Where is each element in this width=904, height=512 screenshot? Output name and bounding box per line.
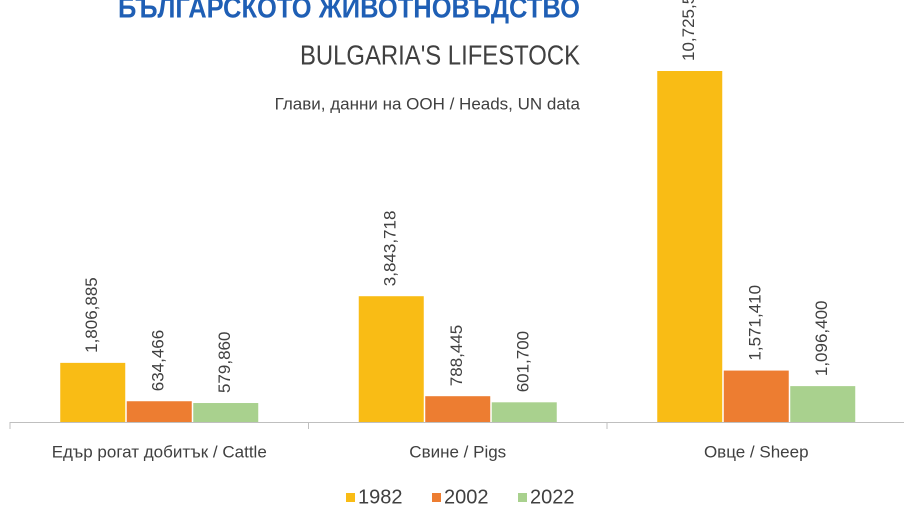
value-label: 10,725,518 <box>679 0 698 61</box>
x-tick-label: Овце / Sheep <box>704 442 809 461</box>
value-label: 579,860 <box>215 332 234 393</box>
bar <box>657 71 723 422</box>
legend-label: 2002 <box>444 486 489 508</box>
legend-swatch <box>518 493 527 502</box>
bar <box>790 386 856 422</box>
bar <box>723 370 789 422</box>
chart-subtitle: BULGARIA'S LIFESTOCK <box>300 39 580 70</box>
x-tick-label: Свине / Pigs <box>409 442 506 461</box>
value-label: 1,571,410 <box>746 285 765 361</box>
legend-label: 1982 <box>358 486 403 508</box>
legend-swatch <box>432 493 441 502</box>
x-tick-label: Едър рогат добитък / Cattle <box>52 442 267 461</box>
bar <box>60 362 126 422</box>
value-label: 3,843,718 <box>381 211 400 287</box>
chart-note: Глави, данни на ООН / Heads, UN data <box>275 94 581 113</box>
bar <box>193 403 259 422</box>
value-label: 1,096,400 <box>812 300 831 376</box>
value-label: 601,700 <box>514 331 533 392</box>
bar <box>126 401 192 422</box>
value-label: 788,445 <box>447 325 466 386</box>
value-label: 634,466 <box>149 330 168 391</box>
chart-title: БЪЛГАРСКОТО ЖИВОТНОВЪДСТВО <box>118 0 580 25</box>
legend-swatch <box>346 493 355 502</box>
bar <box>425 396 491 422</box>
legend-label: 2022 <box>530 486 575 508</box>
bar <box>491 402 557 422</box>
value-label: 1,806,885 <box>82 277 101 353</box>
bar <box>358 296 424 422</box>
